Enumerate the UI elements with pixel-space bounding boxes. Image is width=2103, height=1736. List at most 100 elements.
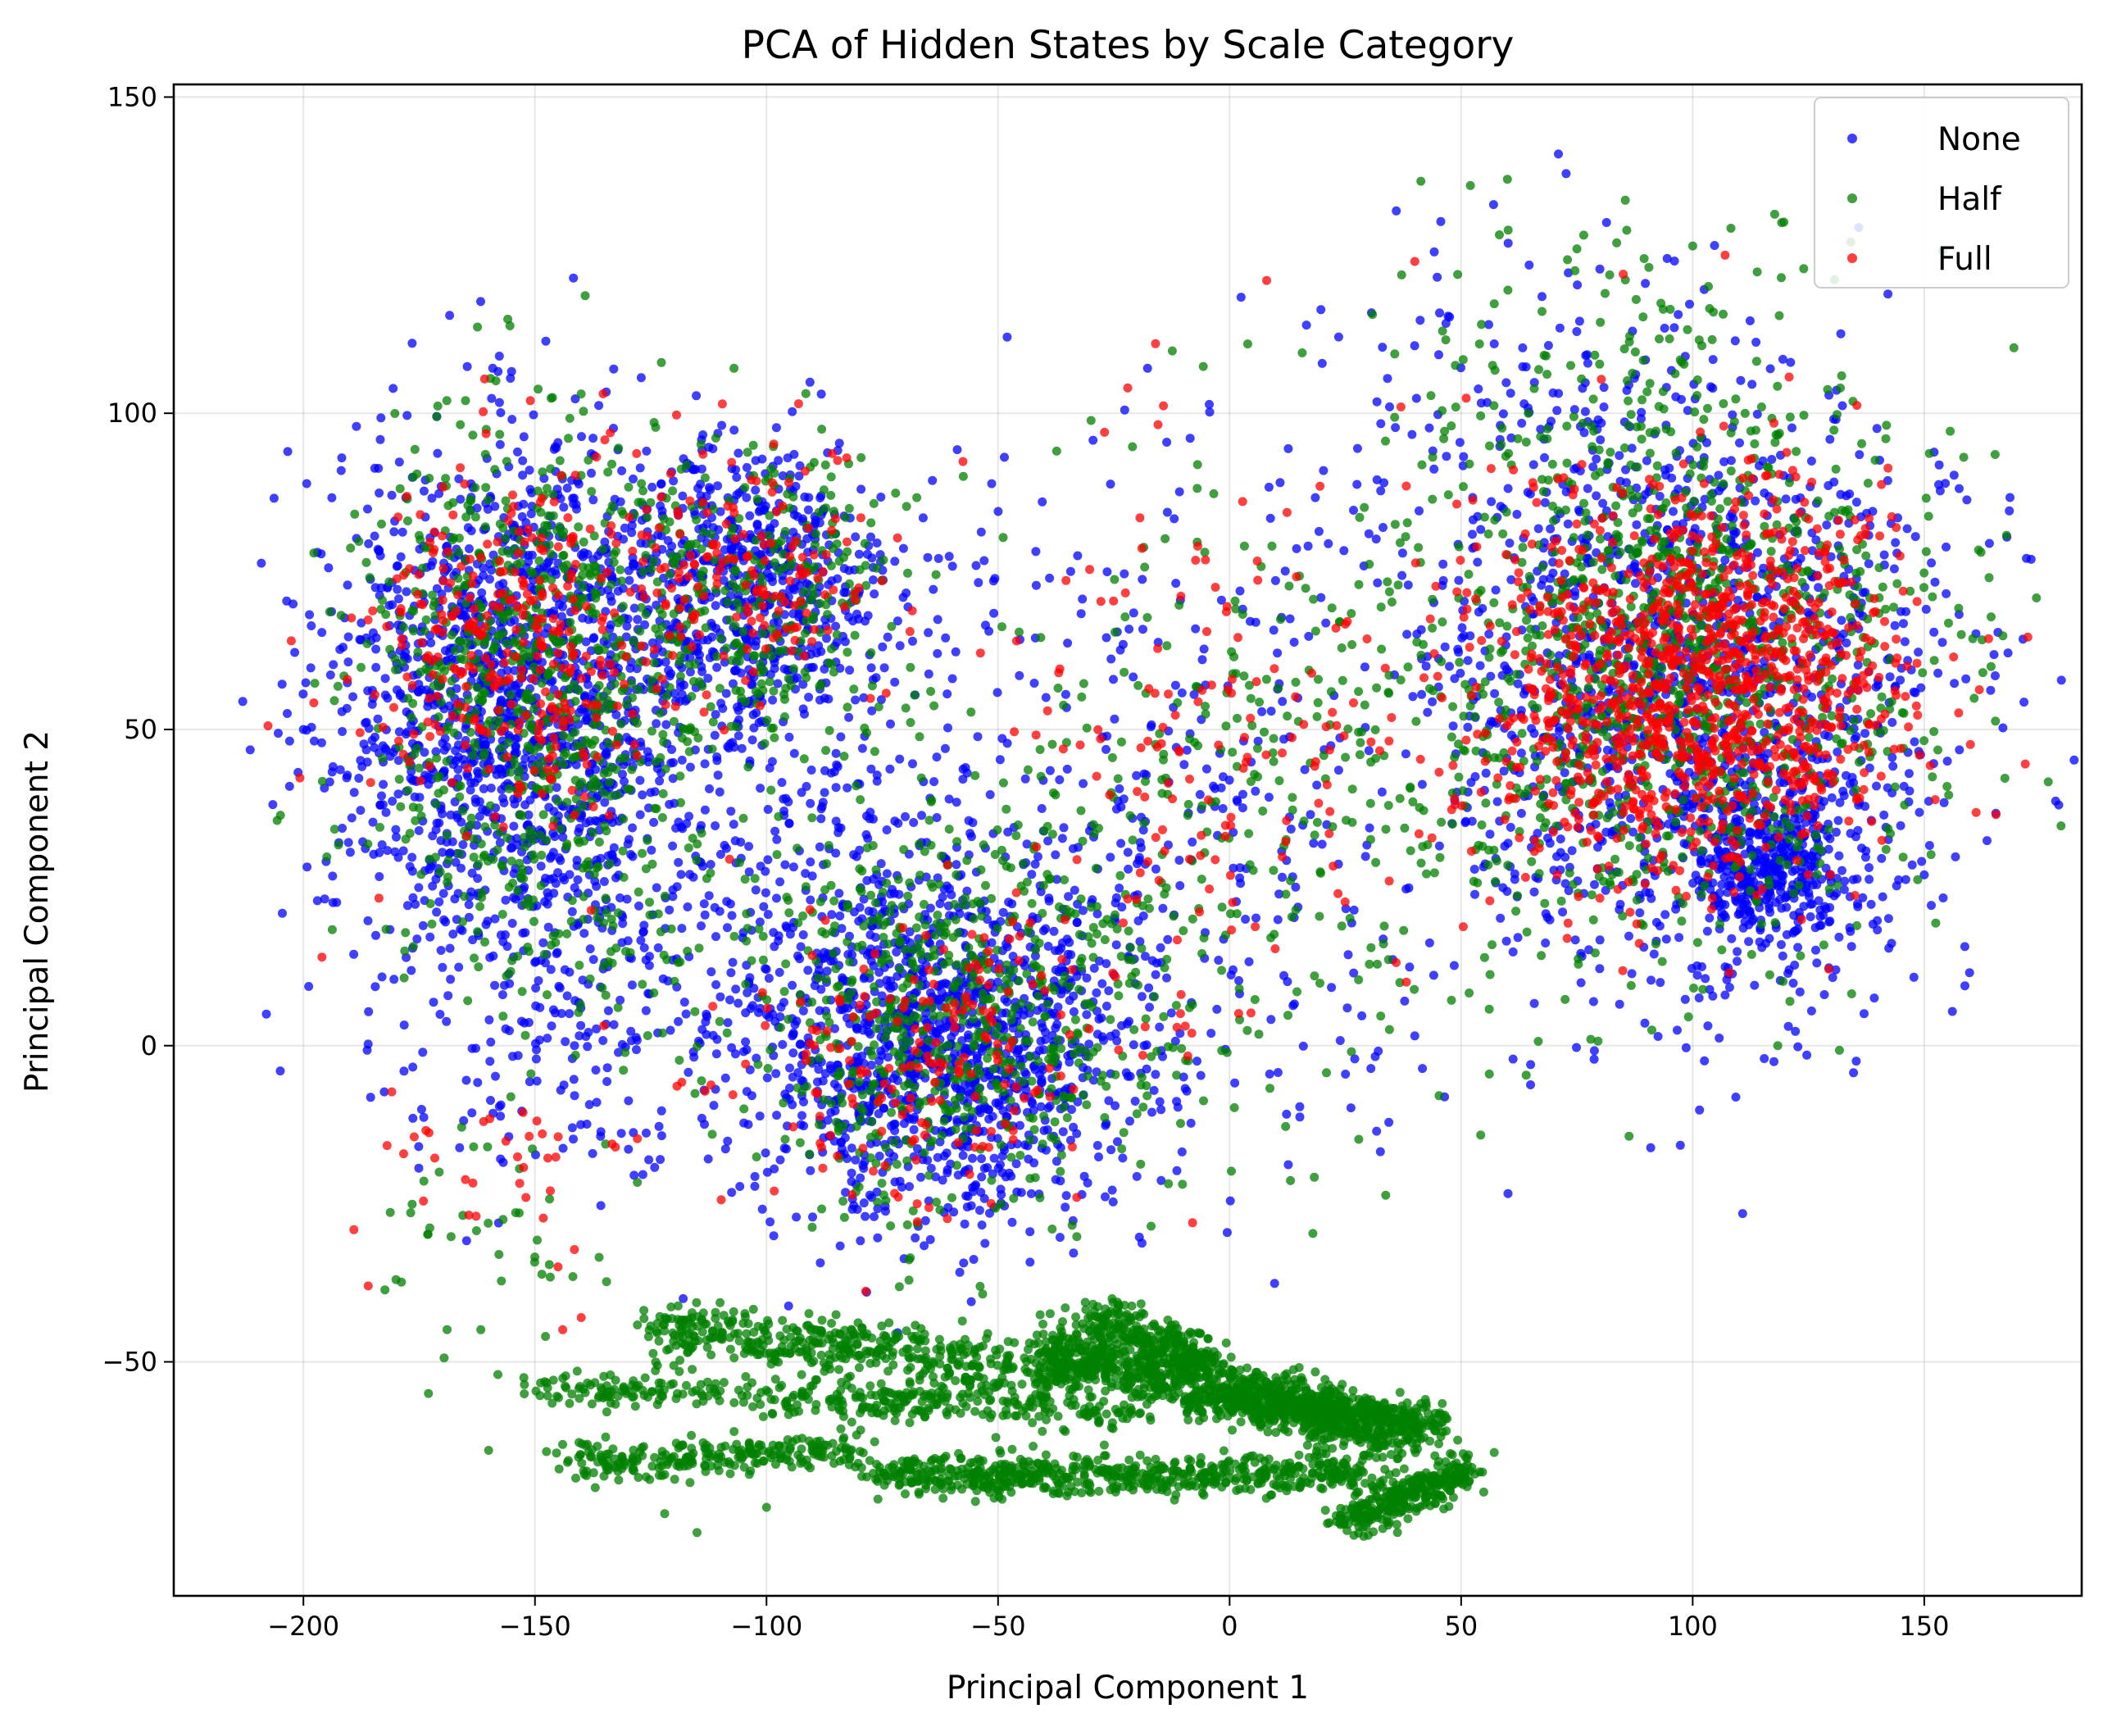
point-none: [788, 981, 797, 990]
point-none: [1219, 804, 1228, 813]
point-none: [593, 1097, 602, 1107]
point-none: [313, 896, 322, 905]
point-none: [984, 1105, 993, 1114]
point-none: [865, 930, 874, 939]
point-none: [1167, 1008, 1176, 1017]
point-none: [1366, 1064, 1375, 1073]
point-none: [1042, 693, 1051, 702]
point-none: [1840, 791, 1849, 800]
point-none: [1888, 761, 1897, 770]
point-none: [1660, 910, 1669, 919]
point-none: [638, 790, 647, 799]
point-none: [883, 825, 892, 834]
point-none: [717, 421, 726, 430]
point-none: [770, 827, 779, 836]
point-none: [698, 430, 707, 439]
point-none: [531, 1039, 540, 1048]
point-none: [896, 1177, 905, 1186]
point-none: [376, 413, 385, 422]
point-none: [956, 1268, 965, 1277]
point-none: [513, 448, 522, 457]
point-none: [665, 906, 674, 915]
point-none: [711, 821, 720, 830]
point-none: [1094, 1152, 1103, 1161]
point-none: [715, 788, 724, 797]
point-none: [994, 1098, 1003, 1107]
point-none: [910, 1113, 919, 1122]
point-none: [725, 995, 734, 1004]
point-none: [1509, 1055, 1518, 1064]
point-none: [371, 583, 380, 592]
point-none: [1079, 779, 1088, 788]
point-none: [395, 727, 404, 736]
point-none: [1339, 546, 1348, 555]
point-none: [1191, 625, 1200, 634]
point-none: [238, 697, 248, 706]
point-none: [407, 853, 416, 862]
point-none: [1106, 1032, 1115, 1041]
point-none: [1102, 567, 1111, 576]
point-none: [537, 861, 546, 870]
point-none: [477, 589, 486, 598]
point-none: [364, 1007, 373, 1016]
point-none: [968, 1183, 977, 1192]
point-none: [1003, 943, 1012, 952]
point-none: [400, 1020, 409, 1029]
point-none: [899, 544, 908, 553]
point-none: [851, 696, 860, 705]
point-none: [420, 487, 429, 496]
point-none: [711, 932, 720, 941]
point-none: [594, 401, 603, 410]
point-none: [547, 852, 556, 861]
point-none: [1458, 623, 1467, 632]
point-none: [549, 874, 558, 883]
point-none: [1132, 771, 1141, 780]
point-none: [588, 1149, 597, 1158]
point-none: [1552, 852, 1561, 861]
point-none: [338, 824, 347, 833]
point-none: [934, 554, 943, 563]
point-none: [338, 453, 347, 462]
point-none: [632, 1045, 641, 1054]
point-none: [529, 411, 538, 420]
point-none: [724, 1018, 733, 1027]
point-none: [731, 984, 740, 993]
point-none: [415, 826, 424, 835]
point-none: [618, 919, 627, 928]
point-none: [799, 1097, 808, 1107]
point-none: [350, 788, 359, 797]
point-none: [584, 680, 593, 689]
point-none: [959, 1151, 968, 1160]
point-none: [1227, 970, 1236, 979]
point-none: [360, 739, 369, 748]
point-none: [1456, 438, 1465, 447]
point-none: [1685, 300, 1694, 309]
point-none: [841, 637, 850, 646]
point-none: [1473, 557, 1482, 566]
point-none: [1115, 884, 1124, 893]
point-none: [917, 811, 926, 820]
point-none: [924, 628, 933, 637]
point-none: [425, 933, 434, 942]
point-none: [495, 352, 504, 361]
point-none: [347, 813, 357, 822]
point-none: [721, 1144, 730, 1153]
point-none: [617, 1129, 626, 1138]
point-none: [1290, 638, 1299, 647]
point-none: [680, 998, 689, 1007]
point-none: [441, 917, 450, 926]
point-none: [1700, 1057, 1709, 1066]
point-none: [568, 494, 577, 503]
point-none: [1008, 1218, 1017, 1227]
point-none: [1080, 1172, 1089, 1181]
point-none: [1891, 539, 1900, 548]
point-none: [1865, 559, 1874, 568]
point-none: [730, 666, 739, 675]
point-none: [790, 749, 799, 758]
point-none: [437, 946, 446, 955]
point-none: [1206, 1029, 1215, 1038]
point-none: [711, 601, 720, 610]
point-none: [1106, 655, 1115, 664]
point-none: [1097, 979, 1106, 988]
point-none: [402, 411, 411, 420]
